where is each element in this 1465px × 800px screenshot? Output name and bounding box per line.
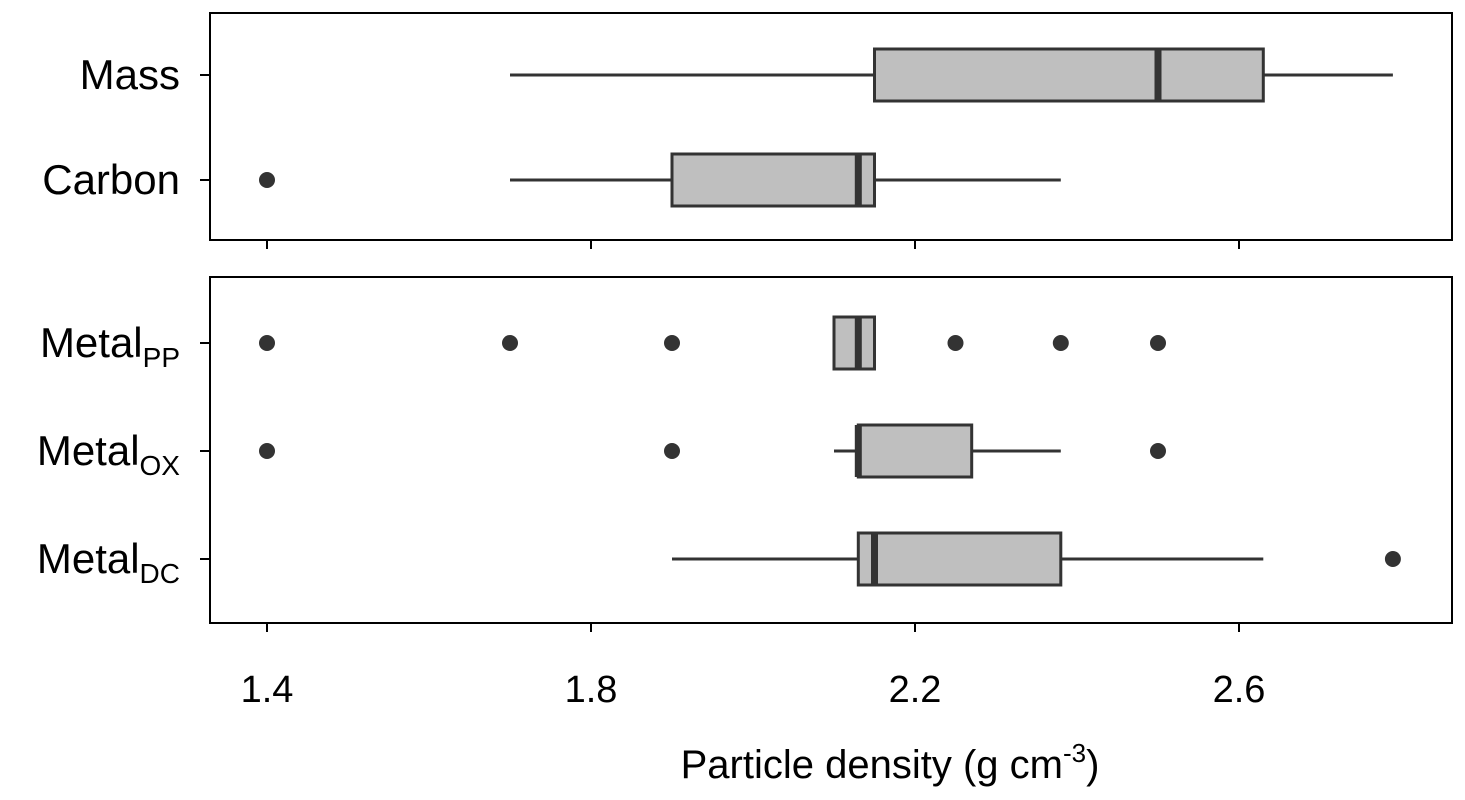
panel-frame [209, 276, 1453, 624]
outlier-point [1384, 551, 1401, 567]
x-tick-label: 2.2 [889, 669, 942, 711]
outlier-point [1150, 443, 1166, 459]
box [832, 315, 876, 371]
box [856, 423, 974, 479]
y-tick-label: MetalDC [37, 535, 180, 589]
y-tick-label: Carbon [42, 156, 180, 203]
box [856, 531, 1063, 587]
x-tick-label: 2.6 [1213, 669, 1266, 711]
box [670, 152, 876, 208]
box [873, 47, 1265, 103]
panel-frame [209, 12, 1453, 241]
x-tick-label: 1.8 [565, 669, 618, 711]
outlier-point [664, 335, 680, 351]
outlier-point [664, 443, 680, 459]
y-tick-label: MetalPP [40, 319, 180, 373]
outlier-point [1052, 335, 1069, 351]
outlier-point [259, 443, 275, 459]
outlier-point [947, 335, 964, 351]
y-tick-label: MetalOX [37, 427, 180, 481]
outlier-point [502, 335, 518, 351]
outlier-point [259, 172, 275, 188]
y-tick-label: Mass [80, 51, 180, 98]
x-axis-label: Particle density (g cm-3) [681, 738, 1100, 787]
outlier-point [259, 335, 275, 351]
x-tick-label: 1.4 [241, 669, 294, 711]
outlier-point [1150, 335, 1166, 351]
